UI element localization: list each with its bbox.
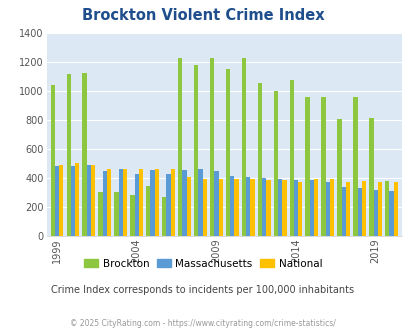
Bar (337, 118, 341, 236)
Legend: Brockton, Massachusetts, National: Brockton, Massachusetts, National (79, 254, 326, 273)
Bar (321, 97, 325, 236)
Bar (118, 169, 123, 236)
Bar (130, 195, 134, 236)
Bar (162, 197, 166, 236)
Bar (261, 178, 266, 236)
Bar (70, 166, 75, 236)
Bar (150, 170, 154, 236)
Bar (170, 169, 175, 236)
Bar (234, 180, 238, 236)
Bar (266, 180, 270, 236)
Bar (277, 180, 281, 236)
Bar (361, 181, 365, 236)
Bar (273, 91, 277, 236)
Bar (297, 182, 302, 236)
Bar (82, 73, 87, 236)
Bar (98, 192, 102, 236)
Bar (281, 180, 286, 236)
Bar (178, 58, 182, 236)
Bar (241, 58, 245, 236)
Bar (198, 169, 202, 236)
Bar (146, 186, 150, 236)
Bar (373, 189, 377, 236)
Bar (209, 58, 214, 236)
Bar (102, 171, 107, 236)
Bar (51, 85, 55, 236)
Bar (341, 187, 345, 236)
Bar (59, 165, 63, 236)
Bar (218, 180, 222, 236)
Bar (194, 65, 198, 236)
Bar (230, 176, 234, 236)
Bar (309, 180, 313, 236)
Bar (384, 181, 388, 236)
Bar (368, 118, 373, 236)
Bar (91, 165, 95, 236)
Bar (182, 170, 186, 236)
Bar (75, 163, 79, 236)
Bar (55, 166, 59, 236)
Bar (329, 179, 333, 236)
Bar (289, 80, 293, 236)
Bar (257, 83, 261, 236)
Bar (107, 169, 111, 236)
Bar (377, 182, 381, 236)
Text: Crime Index corresponds to incidents per 100,000 inhabitants: Crime Index corresponds to incidents per… (51, 285, 354, 295)
Bar (154, 169, 159, 236)
Bar (114, 192, 118, 236)
Bar (325, 182, 329, 236)
Bar (393, 182, 397, 236)
Bar (293, 180, 297, 236)
Bar (134, 174, 139, 236)
Bar (87, 165, 91, 236)
Bar (166, 174, 170, 236)
Bar (225, 69, 230, 236)
Bar (313, 179, 318, 236)
Bar (388, 191, 393, 236)
Text: Brockton Violent Crime Index: Brockton Violent Crime Index (81, 8, 324, 23)
Bar (214, 171, 218, 236)
Bar (305, 97, 309, 236)
Bar (250, 180, 254, 236)
Bar (123, 169, 127, 236)
Bar (139, 169, 143, 236)
Bar (357, 188, 361, 236)
Bar (186, 177, 190, 236)
Bar (352, 97, 357, 236)
Bar (345, 182, 350, 236)
Text: © 2025 CityRating.com - https://www.cityrating.com/crime-statistics/: © 2025 CityRating.com - https://www.city… (70, 319, 335, 328)
Bar (66, 74, 70, 236)
Bar (245, 177, 250, 236)
Bar (202, 180, 207, 236)
